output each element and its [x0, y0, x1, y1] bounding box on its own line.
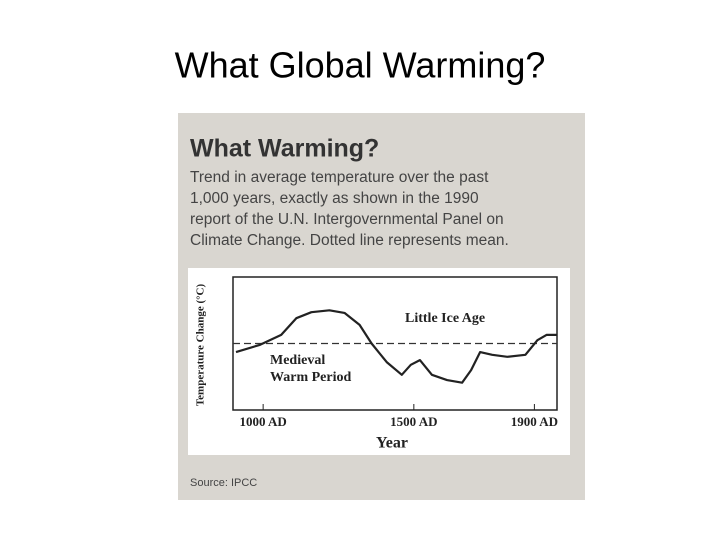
source: Source: IPCC: [190, 477, 257, 489]
subtitle-line: Trend in average temperature over the pa…: [190, 169, 489, 186]
x-tick-label: 1000 AD: [239, 414, 286, 429]
annotation: Medieval: [270, 353, 325, 368]
y-axis-label: Temperature Change (°C): [195, 284, 207, 407]
annotation: Warm Period: [270, 370, 351, 385]
x-tick-label: 1900 AD: [511, 414, 558, 429]
subtitle: Trend in average temperature over the pa…: [190, 169, 509, 249]
subtitle-line: report of the U.N. Intergovernmental Pan…: [190, 211, 504, 228]
annotation: Little Ice Age: [405, 311, 485, 326]
subtitle-line: Climate Change. Dotted line represents m…: [190, 232, 509, 249]
plot-background: [188, 268, 570, 455]
x-tick-label: 1500 AD: [390, 414, 437, 429]
subtitle-line: 1,000 years, exactly as shown in the 199…: [190, 190, 479, 207]
x-axis-label: Year: [376, 435, 408, 452]
slide-title: What Global Warming?: [175, 45, 546, 86]
temperature-line: [235, 309, 557, 384]
chart-title: What Warming?: [190, 135, 379, 163]
